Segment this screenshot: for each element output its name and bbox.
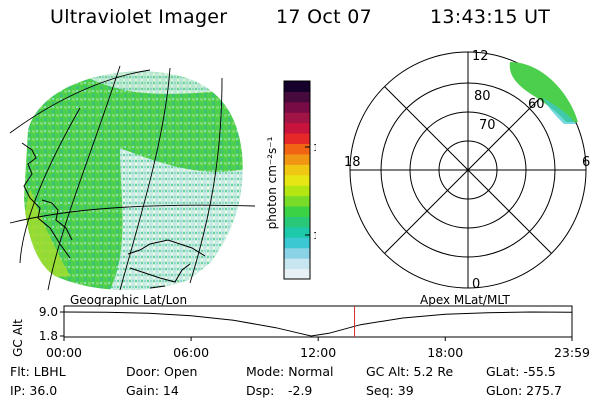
colorbar: 100 10 photon cm⁻²s⁻¹ bbox=[265, 80, 316, 280]
glon-status: GLon: 275.7 bbox=[486, 383, 562, 398]
coastlines bbox=[21, 142, 206, 289]
gain-status: Gain: 14 bbox=[126, 383, 179, 398]
instrument-title: Ultraviolet Imager bbox=[50, 6, 228, 28]
colorbar-segment bbox=[284, 81, 310, 92]
polar-mlat-mlt-plot: 80 70 60 12 18 6 0 bbox=[344, 49, 590, 292]
x-tick-label: 23:59 bbox=[554, 345, 590, 360]
y-tick-label: 1.8 bbox=[39, 329, 58, 343]
y-tick-label: 9.0 bbox=[39, 305, 58, 319]
colorbar-segment bbox=[284, 153, 310, 165]
colorbar-segment bbox=[284, 237, 310, 249]
geo-lat-lon-title: Geographic Lat/Lon bbox=[70, 293, 187, 307]
mlt-label-18: 18 bbox=[344, 155, 361, 170]
polar-aurora-edge bbox=[543, 98, 576, 124]
polar-grid bbox=[349, 51, 587, 289]
gc-alt-status: GC Alt: 5.2 Re bbox=[366, 364, 454, 379]
plot-frame bbox=[63, 305, 573, 338]
colorbar-segment bbox=[284, 216, 310, 228]
colorbar-segment bbox=[284, 143, 310, 155]
orbit-timeline-chart: Geographic Lat/Lon Apex MLat/MLT GC Alt … bbox=[11, 293, 590, 360]
colorbar-segment bbox=[284, 195, 310, 207]
colorbar-segment bbox=[284, 112, 310, 124]
colorbar-segment bbox=[284, 247, 310, 259]
colorbar-segment bbox=[284, 101, 310, 113]
colorbar-segment bbox=[284, 122, 310, 134]
dsp-label: Dsp: bbox=[246, 383, 275, 398]
colorbar-segment bbox=[284, 258, 310, 270]
colorbar-frame bbox=[283, 80, 311, 280]
date-label: 17 Oct 07 bbox=[276, 6, 372, 28]
colorbar-segment bbox=[284, 164, 310, 176]
x-tick-label: 12:00 bbox=[300, 345, 336, 360]
colorbar-tick-label: 100 bbox=[313, 143, 316, 154]
uv-image-panel bbox=[9, 65, 256, 290]
colorbar-segment bbox=[284, 185, 310, 197]
colorbar-segment bbox=[284, 206, 310, 217]
x-tick-label: 00:00 bbox=[46, 345, 82, 360]
colorbar-segment bbox=[284, 133, 310, 145]
x-tick-label: 18:00 bbox=[427, 345, 463, 360]
polar-label-60: 60 bbox=[528, 97, 545, 112]
mlt-label-12: 12 bbox=[472, 49, 489, 64]
polar-label-70: 70 bbox=[479, 118, 496, 133]
polar-label-80: 80 bbox=[474, 89, 491, 104]
lat-lon-grid bbox=[9, 65, 256, 290]
seq-status: Seq: 39 bbox=[366, 383, 414, 398]
colorbar-unit-label: photon cm⁻²s⁻¹ bbox=[265, 136, 279, 229]
colorbar-segment bbox=[284, 226, 310, 238]
polar-aurora-patch bbox=[509, 62, 578, 122]
ip-status: IP: 36.0 bbox=[10, 383, 58, 398]
time-label: 13:43:15 UT bbox=[430, 6, 551, 28]
mlt-label-0: 0 bbox=[472, 277, 480, 292]
colorbar-segment bbox=[284, 91, 310, 103]
colorbar-segment bbox=[284, 174, 310, 186]
door-status: Door: Open bbox=[126, 364, 198, 379]
mode-status: Mode: Normal bbox=[246, 364, 334, 379]
colorbar-tick-label: 10 bbox=[313, 231, 316, 242]
glat-status: GLat: -55.5 bbox=[486, 364, 556, 379]
emission-field bbox=[24, 71, 243, 290]
x-tick-label: 06:00 bbox=[173, 345, 209, 360]
filter-status: Flt: LBHL bbox=[10, 364, 66, 379]
mlt-label-6: 6 bbox=[582, 155, 590, 170]
y-axis-label: GC Alt bbox=[11, 319, 25, 357]
apex-mlat-mlt-title: Apex MLat/MLT bbox=[420, 293, 510, 307]
gc-alt-series-line bbox=[63, 311, 573, 337]
dsp-value: -2.9 bbox=[288, 383, 313, 398]
colorbar-segment bbox=[284, 268, 310, 280]
